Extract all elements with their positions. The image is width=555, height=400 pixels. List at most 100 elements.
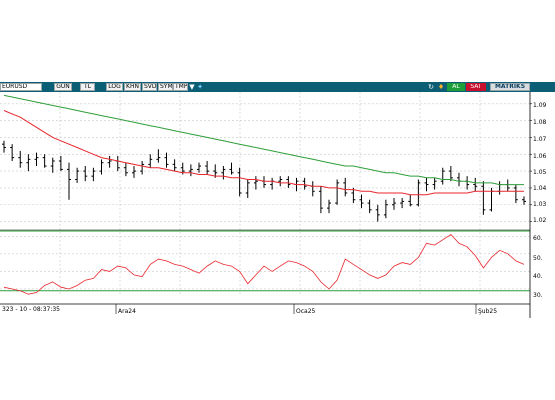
- ohlc-bar: [115, 155, 120, 172]
- price-tick-label: 1.04: [533, 185, 547, 192]
- ohlc-bar: [156, 149, 161, 163]
- ohlc-bar: [83, 166, 88, 182]
- ohlc-bar: [245, 179, 250, 199]
- x-tick-label: Oca25: [296, 308, 316, 315]
- ohlc-bar: [132, 166, 136, 178]
- rsi-tick-label: 60.: [533, 235, 543, 242]
- refresh-icon[interactable]: ↻: [428, 83, 434, 91]
- price-tick-label: 1.08: [533, 119, 547, 126]
- ohlc-bar: [91, 167, 96, 182]
- template-button[interactable]: TMP: [173, 83, 188, 91]
- ohlc-bar: [18, 150, 23, 168]
- ohlc-bar: [327, 199, 331, 214]
- fire-icon[interactable]: ♦: [437, 83, 445, 91]
- grid-lines: [0, 92, 530, 296]
- ohlc-bar: [383, 199, 388, 219]
- ohlc-bar: [432, 177, 437, 190]
- ohlc-bar: [75, 167, 80, 183]
- buy-button[interactable]: AL: [447, 83, 465, 91]
- bird-icon[interactable]: ✦: [197, 83, 203, 91]
- sell-button[interactable]: SAT: [466, 83, 486, 91]
- ohlc-bar: [513, 184, 518, 204]
- price-tick-label: 1.02: [533, 217, 547, 224]
- ohlc-bar: [424, 177, 429, 192]
- ohlc-bar: [302, 177, 307, 190]
- ohlc-bar: [367, 199, 372, 214]
- ohlc-bar: [286, 176, 291, 188]
- ohlc-bar: [522, 196, 526, 205]
- ohlc-bar: [188, 164, 193, 177]
- ohlc-bar: [481, 181, 486, 215]
- ohlc-bar: [335, 179, 340, 205]
- ohlc-bar: [140, 161, 145, 175]
- x-tick-label: Ara24: [118, 308, 136, 315]
- x-tick-label: Şub25: [478, 308, 497, 315]
- ohlc-bar: [278, 176, 283, 187]
- ohlc-bar: [205, 161, 210, 175]
- price-tick-label: 1.06: [533, 153, 547, 160]
- ohlc-bar: [34, 152, 39, 167]
- ohlc-bar: [148, 154, 153, 168]
- ohlc-bar: [457, 172, 461, 187]
- ohlc-bar: [197, 162, 201, 173]
- ma-long-line: [3, 94, 524, 186]
- ohlc-bar: [343, 177, 348, 197]
- price-tick-label: 1.07: [533, 136, 547, 143]
- ohlc-bar: [164, 152, 169, 168]
- price-tick-label: 1.09: [533, 102, 547, 109]
- axes: [0, 92, 532, 318]
- ohlc-bar: [2, 140, 6, 153]
- rsi-tick-label: 40.: [533, 273, 543, 280]
- ohlc-bar: [375, 204, 380, 222]
- ohlc-bar: [50, 157, 55, 173]
- ohlc-bar: [351, 187, 356, 204]
- ohlc-bar: [262, 176, 266, 188]
- currency-button[interactable]: TL: [80, 83, 95, 91]
- rsi-tick-label: 50.: [533, 255, 543, 262]
- brand-logo: MATRIKS: [490, 83, 530, 91]
- ohlc-bar: [359, 194, 364, 209]
- ohlc-bar: [42, 154, 47, 168]
- ohlc-bar: [221, 166, 226, 180]
- triangle-down-icon[interactable]: ▼: [189, 83, 195, 91]
- ohlc-bar: [58, 155, 63, 172]
- rsi-tick-label: 30.: [533, 292, 543, 299]
- moving-averages: [3, 94, 524, 196]
- ohlc-bar: [448, 166, 453, 182]
- price-bars: [2, 140, 526, 222]
- ohlc-bar: [392, 198, 396, 210]
- timestamp-label: 323 - 10 - 08:37:35: [2, 306, 60, 313]
- volume-channel-button[interactable]: KHN: [124, 83, 141, 91]
- ohlc-bar: [10, 144, 15, 161]
- ohlc-bar: [107, 155, 112, 168]
- ohlc-bar: [253, 176, 258, 190]
- sym-button[interactable]: SYM: [158, 83, 173, 91]
- rsi-panel: [0, 230, 530, 295]
- period-button[interactable]: GUN: [54, 83, 72, 91]
- ohlc-bar: [310, 181, 315, 197]
- ohlc-bar: [400, 198, 405, 209]
- ohlc-bar: [229, 162, 234, 175]
- chart-toolbar: EURUSD GUN TL LOG KHN SVD SYM TMP ▼ ✦ ↻ …: [0, 82, 555, 92]
- ohlc-bar: [99, 159, 104, 175]
- ohlc-bar: [416, 179, 421, 207]
- price-tick-label: 1.05: [533, 169, 547, 176]
- ohlc-bar: [67, 162, 71, 200]
- ohlc-bar: [318, 186, 323, 214]
- ohlc-bar: [465, 176, 470, 190]
- symbol-field[interactable]: EURUSD: [0, 83, 42, 91]
- log-button[interactable]: LOG: [106, 83, 123, 91]
- ohlc-bar: [26, 154, 31, 172]
- ohlc-bar: [505, 179, 510, 192]
- price-tick-label: 1.03: [533, 201, 547, 208]
- ma-short-line: [3, 110, 524, 196]
- ohlc-bar: [172, 159, 177, 172]
- ohlc-bar: [123, 162, 128, 177]
- ohlc-bar: [440, 167, 445, 185]
- ohlc-bar: [408, 194, 413, 207]
- ohlc-bar: [473, 177, 478, 192]
- rsi-line: [3, 233, 525, 295]
- ohlc-bar: [237, 167, 242, 197]
- svd-button[interactable]: SVD: [142, 83, 157, 91]
